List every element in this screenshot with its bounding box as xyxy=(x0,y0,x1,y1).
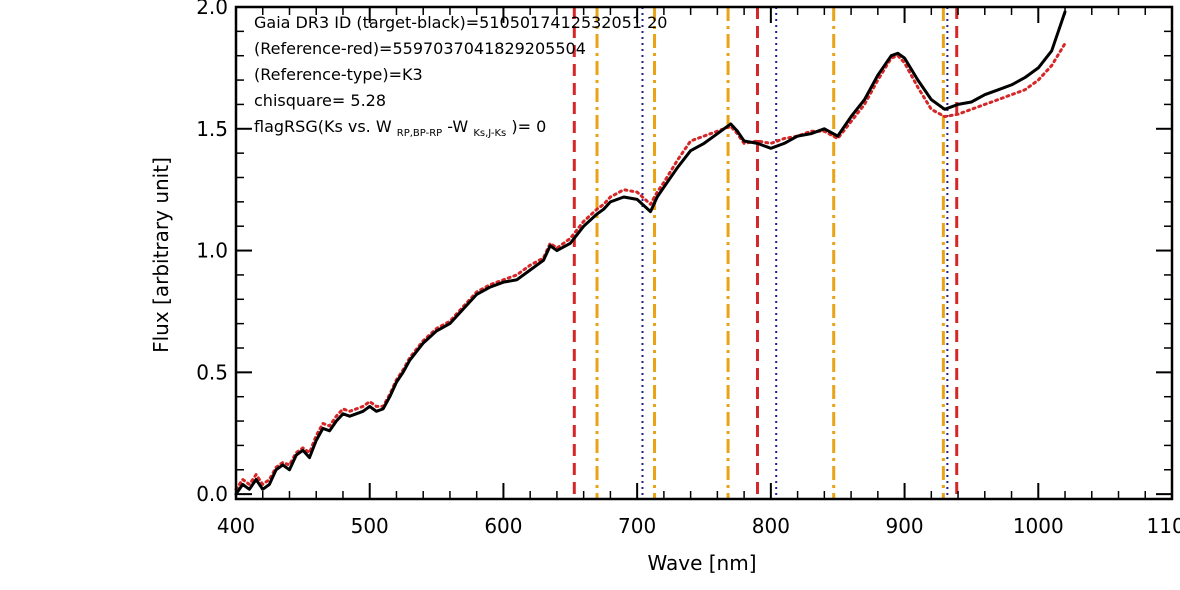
annotation-reference-id: (Reference-red)=5597037041829205504 xyxy=(254,39,586,58)
flag-rsg-sub1: RP,BP-RP xyxy=(397,128,442,139)
x-tick-label: 500 xyxy=(351,514,389,538)
y-tick-label: 0.0 xyxy=(196,482,228,506)
plot-frame xyxy=(234,5,1174,501)
annotation-reference-type: (Reference-type)=K3 xyxy=(254,65,423,84)
y-tick-label: 1.5 xyxy=(196,117,228,141)
x-tick-label: 900 xyxy=(885,514,923,538)
y-tick-label: 0.5 xyxy=(196,360,228,384)
x-tick-label: 600 xyxy=(484,514,522,538)
flag-rsg-end: )= 0 xyxy=(511,117,546,136)
annotation-flag-rsg: flagRSG(Ks vs. W RP,BP-RP -W Ks,J-Ks )= … xyxy=(254,117,546,140)
flag-rsg-mid: -W xyxy=(447,117,468,136)
x-axis-label: Wave [nm] xyxy=(647,551,756,575)
annotation-gaia-id: Gaia DR3 ID (target-black)=5105017412532… xyxy=(254,13,667,32)
series-reference-red xyxy=(234,42,1067,491)
spectrum-series xyxy=(234,10,1067,496)
x-tick-label: 400 xyxy=(217,514,255,538)
y-tick-label: 2.0 xyxy=(196,0,228,19)
annotation-chisquare: chisquare= 5.28 xyxy=(254,91,386,110)
flag-rsg-sub2: Ks,J-Ks xyxy=(473,128,506,139)
x-tick-label: 800 xyxy=(752,514,790,538)
y-tick-label: 1.0 xyxy=(196,239,228,263)
y-axis-label: Flux [arbitrary unit] xyxy=(149,157,173,353)
x-tick-label: 700 xyxy=(618,514,656,538)
annotation-block: Gaia DR3 ID (target-black)=5105017412532… xyxy=(254,13,667,140)
x-tick-label: 1000 xyxy=(1013,514,1064,538)
flag-rsg-main: flagRSG(Ks vs. W xyxy=(254,117,392,136)
series-target-black xyxy=(234,10,1067,496)
vertical-reference-lines xyxy=(572,7,959,499)
